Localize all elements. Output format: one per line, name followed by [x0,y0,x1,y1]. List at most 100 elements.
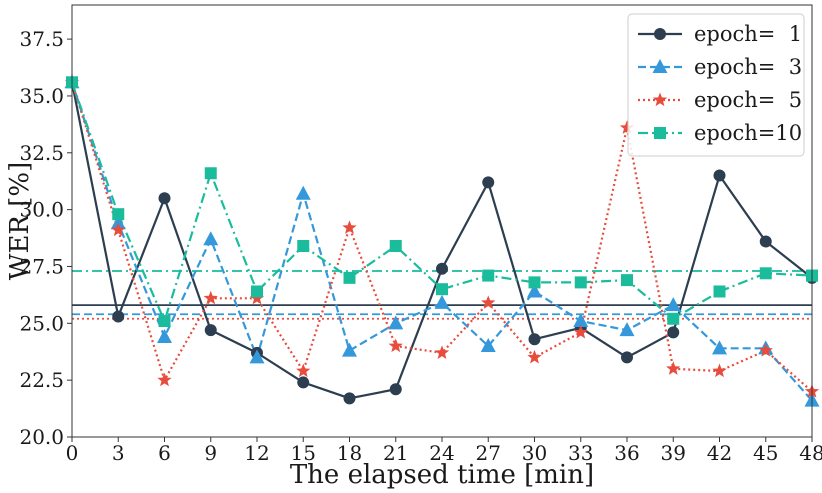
legend-marker [654,127,666,139]
series-markers [64,74,820,407]
x-tick-label: 39 [661,441,686,465]
y-tick-label: 35.0 [19,84,64,108]
data-point-series-1 [759,235,772,248]
data-point-series-2 [249,349,265,364]
data-point-series-2 [619,322,635,337]
x-tick-label: 24 [429,441,454,465]
data-point-series-2 [573,313,589,328]
data-point-series-4 [574,276,587,289]
data-point-series-2 [157,328,172,343]
legend-label: epoch= 1 [694,22,802,46]
legend-label: epoch=10 [694,121,802,145]
data-point-series-1 [112,310,125,323]
data-point-series-4 [436,283,448,296]
data-point-series-1 [389,383,402,396]
series-line-4 [70,81,813,323]
data-point-series-4 [204,167,217,180]
x-tick-label: 21 [383,441,408,465]
x-tick-label: 15 [291,441,316,465]
legend-label: epoch= 3 [694,55,802,79]
data-point-series-2 [295,185,311,200]
data-point-series-3 [111,222,126,237]
data-point-series-3 [481,295,496,309]
data-point-series-3 [666,361,681,375]
y-tick-label: 27.5 [19,254,64,278]
legend-marker [652,59,668,73]
data-point-series-1 [482,176,495,189]
data-point-series-2 [110,215,126,230]
data-point-series-3 [388,338,403,353]
y-axis-label: WER [%] [5,162,35,281]
data-point-series-4 [251,285,263,298]
data-point-series-4 [343,271,356,284]
data-point-series-1 [343,392,356,405]
data-point-series-2 [203,231,219,246]
data-point-series-3 [249,290,265,305]
data-point-series-1 [713,169,726,182]
x-tick-label: 27 [476,441,501,465]
y-tick-label: 30.0 [19,198,64,222]
legend-marker [652,92,668,107]
legend-label: epoch= 5 [694,88,802,112]
data-point-series-3 [434,345,450,359]
data-point-series-4 [621,274,633,287]
x-tick-label: 45 [753,441,778,465]
data-point-series-3 [203,290,218,305]
data-point-series-3 [758,343,773,357]
data-point-series-3 [619,120,635,134]
x-tick-label: 12 [244,441,269,465]
data-point-series-4 [528,276,541,289]
data-point-series-4 [482,269,495,282]
x-tick-label: 3 [112,441,125,465]
x-tick-label: 9 [204,441,217,465]
data-point-series-1 [528,333,541,346]
data-point-series-1 [436,262,448,275]
data-point-series-2 [712,340,727,355]
legend: epoch= 1 epoch= 3 epoch= 5 epoch=10 [627,13,805,157]
data-point-series-4 [759,267,772,280]
x-axis-ticks: 0 3 6 9 12 15 18 21 24 27 30 33 36 39 42 45 48 [66,437,822,465]
y-axis-ticks: 20.0 22.5 25.0 27.5 30.0 32.5 35.0 37.5 [19,27,72,449]
legend-marker [654,28,666,40]
y-tick-label: 37.5 [19,27,64,51]
data-point-series-3 [296,363,311,378]
y-tick-label: 32.5 [19,141,64,165]
y-tick-label: 22.5 [19,368,64,392]
data-point-series-2 [665,297,681,312]
data-point-series-3 [712,363,727,378]
x-axis-label: The elapsed time [min] [290,460,594,490]
data-point-series-3 [342,220,357,234]
data-point-series-4 [297,240,310,253]
data-point-series-2 [434,294,450,309]
data-point-series-3 [527,349,542,364]
legend-box [627,13,805,157]
x-tick-label: 6 [158,441,171,465]
data-point-series-2 [480,338,496,353]
data-point-series-1 [621,351,633,364]
data-point-series-3 [573,324,588,339]
y-tick-label: 25.0 [19,311,64,335]
data-point-series-2 [342,342,357,357]
data-point-series-2 [388,315,404,330]
data-point-series-1 [667,326,680,339]
x-tick-label: 0 [66,441,79,465]
data-point-series-1 [204,324,217,337]
y-tick-label: 20.0 [19,425,64,449]
series-line-3 [70,81,813,393]
x-tick-label: 18 [337,441,362,465]
x-tick-label: 36 [614,441,639,465]
x-tick-label: 48 [799,441,822,465]
data-point-series-4 [158,315,171,328]
data-point-series-4 [667,312,680,325]
x-tick-label: 42 [707,441,732,465]
data-point-series-1 [158,192,171,205]
series-line-2 [70,81,813,402]
data-point-series-1 [297,376,310,389]
data-point-series-4 [713,285,726,298]
data-point-series-4 [389,240,402,253]
x-tick-label: 30 [522,441,547,465]
data-point-series-3 [157,372,172,387]
x-tick-label: 33 [568,441,593,465]
data-point-series-4 [112,208,125,221]
